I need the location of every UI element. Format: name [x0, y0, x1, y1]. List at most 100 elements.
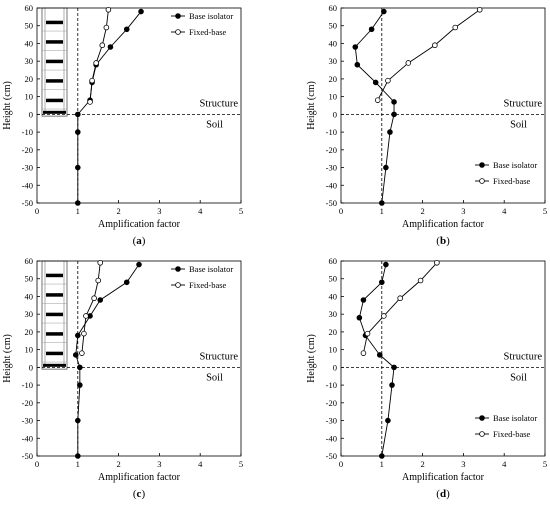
y-tick-label: 50: [25, 274, 34, 284]
y-tick-label: -10: [326, 380, 337, 390]
legend-marker-filled: [175, 266, 181, 272]
series-line: [362, 262, 438, 354]
data-point-filled: [391, 99, 397, 105]
x-tick-label: 0: [35, 206, 39, 216]
x-tick-label: 4: [502, 206, 507, 216]
building-floor-slab: [46, 351, 63, 356]
legend-label: Base isolator: [493, 413, 537, 423]
data-point-filled: [378, 279, 385, 286]
y-tick-label: 20: [25, 327, 34, 337]
legend-label: Base isolator: [493, 160, 537, 170]
building-floor-slab: [46, 59, 63, 64]
y-tick-label: -10: [22, 380, 33, 390]
series-fixed-base: [360, 259, 440, 356]
data-point-filled: [107, 44, 114, 50]
series-fixed-base: [87, 6, 112, 105]
building-floor-slab: [46, 332, 63, 336]
structure-annotation: Structure: [504, 98, 543, 109]
data-point-open: [91, 295, 97, 302]
legend-label: Fixed-base: [493, 176, 531, 186]
series-line: [358, 264, 395, 457]
data-point-open: [397, 295, 403, 302]
legend: Base isolator Fixed-base: [171, 11, 233, 37]
data-point-open: [89, 77, 95, 84]
y-tick-label: 30: [329, 309, 338, 319]
y-tick-label: 0: [333, 109, 337, 119]
legend-marker-filled: [479, 162, 485, 168]
data-point-open: [364, 330, 371, 337]
x-axis-label: Amplification factor: [98, 219, 181, 230]
structure-annotation: Structure: [504, 351, 543, 362]
y-tick-label: 0: [29, 109, 33, 119]
building-floor-slab: [46, 40, 63, 44]
series-line: [81, 262, 101, 354]
y-tick-label: 30: [329, 56, 338, 66]
soil-annotation: Soil: [206, 372, 223, 383]
plot-frame: [340, 260, 546, 457]
y-tick-label: 30: [25, 309, 34, 319]
data-point-filled: [383, 261, 389, 268]
legend-label: Fixed-base: [189, 280, 227, 290]
x-tick-label: 1: [380, 206, 384, 216]
x-tick-label: 1: [380, 459, 384, 469]
y-tick-label: -40: [22, 180, 33, 190]
y-tick-label: -40: [326, 180, 337, 190]
data-point-filled: [352, 44, 359, 50]
x-tick-label: 2: [116, 459, 120, 469]
legend-marker-open: [479, 178, 485, 184]
y-tick-label: 0: [29, 362, 33, 372]
data-point-filled: [381, 8, 387, 15]
data-point-open: [99, 42, 106, 49]
data-point-filled: [356, 314, 363, 321]
y-tick-label: 40: [25, 38, 34, 48]
y-tick-label: -20: [326, 398, 337, 408]
data-point-open: [87, 99, 93, 105]
data-point-filled: [368, 26, 375, 33]
data-point-filled: [72, 352, 79, 358]
soil-annotation: Soil: [510, 119, 527, 130]
x-tick-label: 0: [339, 206, 343, 216]
data-point-filled: [75, 129, 81, 135]
data-point-filled: [378, 453, 385, 459]
data-point-open: [417, 277, 424, 284]
y-tick-label: -50: [22, 198, 33, 208]
y-tick-label: -30: [326, 416, 337, 426]
building-sketch: [41, 7, 68, 117]
data-point-filled: [75, 417, 81, 424]
data-point-filled: [75, 453, 81, 459]
data-point-open: [95, 277, 101, 284]
y-tick-label: -30: [326, 163, 337, 173]
data-point-filled: [391, 364, 397, 371]
data-point-filled: [77, 382, 83, 388]
legend: Base isolator Fixed-base: [475, 413, 537, 439]
data-point-open: [93, 60, 99, 66]
data-point-filled: [383, 164, 389, 171]
x-tick-label: 5: [543, 459, 547, 469]
data-point-open: [432, 42, 438, 49]
legend-marker-filled: [175, 13, 181, 19]
y-tick-label: 40: [329, 291, 338, 301]
x-tick-label: 2: [420, 459, 424, 469]
y-tick-label: 20: [329, 74, 338, 84]
x-tick-label: 5: [239, 206, 243, 216]
x-tick-label: 2: [420, 206, 424, 216]
data-point-open: [385, 77, 391, 84]
data-point-filled: [389, 382, 395, 388]
y-tick-label: -10: [22, 127, 33, 137]
building-floor-slab: [46, 293, 63, 297]
y-tick-label: -30: [22, 163, 33, 173]
y-tick-label: 0: [333, 362, 337, 372]
plot-frame: [340, 7, 546, 204]
y-tick-label: -40: [326, 433, 337, 443]
data-point-filled: [372, 79, 379, 86]
data-point-filled: [385, 417, 391, 424]
y-tick-label: 10: [25, 345, 34, 355]
legend-label: Base isolator: [189, 264, 233, 274]
data-point-open: [452, 24, 459, 31]
series-line: [89, 9, 109, 102]
y-tick-label: -20: [22, 398, 33, 408]
data-point-filled: [391, 111, 397, 118]
structure-annotation: Structure: [200, 98, 239, 109]
y-tick-label: 40: [25, 291, 34, 301]
